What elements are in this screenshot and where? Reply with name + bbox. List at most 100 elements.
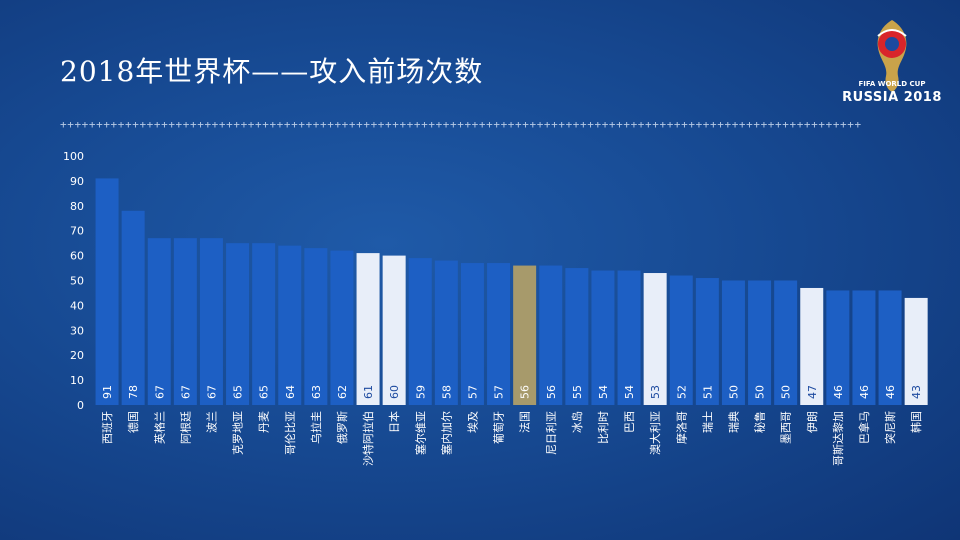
bar	[434, 260, 458, 405]
logo-line1: FIFA WORLD CUP	[858, 80, 926, 88]
value-label: 51	[701, 385, 714, 399]
value-label: 50	[754, 385, 767, 399]
category-label: 俄罗斯	[336, 411, 349, 444]
bar	[330, 250, 354, 405]
bar	[252, 243, 276, 405]
category-label: 瑞典	[726, 411, 740, 433]
category-label: 德国	[126, 411, 140, 433]
value-label: 46	[884, 385, 897, 399]
category-label: 韩国	[909, 411, 923, 433]
value-label: 47	[806, 385, 819, 399]
value-label: 59	[414, 385, 427, 399]
y-tick-label: 80	[70, 200, 84, 213]
bar	[591, 270, 615, 405]
value-label: 56	[545, 385, 558, 399]
category-label: 哥伦比亚	[283, 411, 297, 455]
bar	[121, 210, 145, 405]
category-label: 沙特阿拉伯	[361, 411, 375, 466]
value-label: 64	[284, 385, 297, 399]
value-label: 91	[101, 385, 114, 399]
bar	[95, 178, 119, 405]
y-tick-label: 0	[77, 399, 84, 412]
bar	[147, 238, 171, 405]
y-axis: 0 10 20 30 40 50 60 70 80 90 100	[63, 150, 84, 412]
bar	[539, 265, 563, 405]
value-label: 58	[440, 385, 453, 399]
y-tick-label: 90	[70, 175, 84, 188]
value-label: 43	[910, 385, 923, 399]
y-tick-label: 40	[70, 299, 84, 312]
category-label: 克罗地亚	[232, 411, 245, 455]
bar	[304, 248, 328, 405]
bar	[199, 238, 223, 405]
category-label: 秘鲁	[753, 411, 767, 433]
category-label: 西班牙	[101, 411, 114, 444]
value-label: 52	[675, 385, 688, 399]
bar	[356, 253, 380, 405]
bar	[800, 287, 824, 405]
category-labels: 西班牙 德国 英格兰 阿根廷 波兰 克罗地亚 丹麦 哥伦比亚 乌拉圭 俄罗斯 沙特阿拉伯 日本 塞尔维亚…	[101, 411, 923, 466]
category-label: 比利时	[597, 411, 610, 444]
bar	[460, 263, 484, 405]
category-label: 尼日利亚	[545, 411, 558, 455]
bar	[878, 290, 902, 405]
category-label: 摩洛哥	[674, 411, 688, 444]
value-label: 55	[571, 385, 584, 399]
bar	[617, 270, 641, 405]
category-label: 波兰	[205, 411, 218, 433]
bar	[774, 280, 798, 405]
value-label: 56	[519, 385, 532, 399]
y-tick-label: 50	[70, 275, 84, 288]
category-label: 突尼斯	[883, 411, 897, 444]
value-label: 57	[493, 385, 506, 399]
category-label: 塞内加尔	[439, 411, 453, 455]
bar	[695, 278, 719, 405]
category-label: 瑞士	[700, 411, 714, 433]
value-label: 67	[179, 385, 192, 399]
y-tick-label: 10	[70, 374, 84, 387]
value-label: 60	[388, 385, 401, 399]
bar	[226, 243, 250, 405]
value-label: 53	[649, 385, 662, 399]
bar	[513, 265, 537, 405]
category-label: 巴西	[623, 411, 636, 433]
value-labels: 91 78 67 67 67 65 65 64 63 62 61 60 59 58 57 57 56 56 55 54…	[101, 385, 923, 399]
category-label: 巴拿马	[857, 411, 871, 444]
bar	[643, 273, 667, 405]
world-cup-logo-icon	[877, 20, 907, 92]
value-label: 57	[466, 385, 479, 399]
bar	[852, 290, 876, 405]
bar	[487, 263, 511, 405]
value-label: 63	[310, 385, 323, 399]
value-label: 54	[597, 385, 610, 399]
y-tick-label: 70	[70, 225, 84, 238]
bar	[382, 255, 406, 405]
bar	[278, 245, 302, 405]
value-label: 67	[153, 385, 166, 399]
category-label: 伊朗	[806, 411, 819, 433]
bar	[669, 275, 693, 405]
category-label: 哥斯达黎加	[831, 411, 845, 466]
bars	[95, 178, 928, 405]
bar	[173, 238, 197, 405]
category-label: 英格兰	[152, 411, 166, 444]
bar	[748, 280, 772, 405]
page-title: 2018年世界杯——攻入前场次数	[60, 55, 484, 88]
category-label: 墨西哥	[780, 411, 793, 444]
category-label: 日本	[387, 411, 401, 433]
category-label: 丹麦	[258, 411, 271, 433]
category-label: 埃及	[465, 411, 479, 433]
value-label: 54	[623, 385, 636, 399]
bar	[904, 297, 928, 405]
category-label: 乌拉圭	[309, 411, 323, 444]
value-label: 50	[727, 385, 740, 399]
value-label: 50	[780, 385, 793, 399]
category-label: 阿根廷	[178, 411, 192, 444]
logo-line2: RUSSIA 2018	[842, 90, 942, 105]
y-tick-label: 100	[63, 150, 84, 163]
value-label: 62	[336, 385, 349, 399]
value-label: 65	[258, 385, 271, 399]
bar	[408, 258, 432, 405]
y-tick-label: 30	[70, 324, 84, 337]
